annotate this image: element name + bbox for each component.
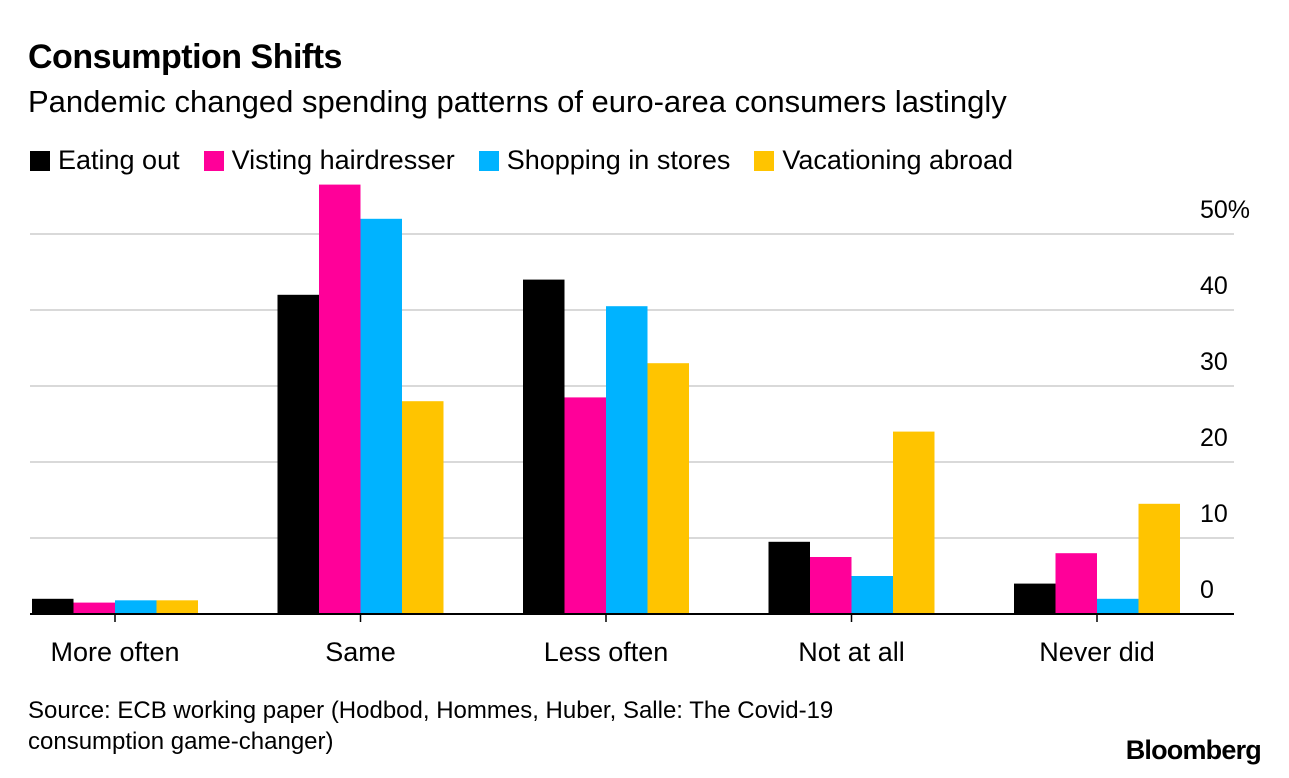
source-line-1: Source: ECB working paper (Hodbod, Homme…	[28, 697, 834, 724]
bar-visting-hairdresser-4	[1055, 553, 1097, 614]
legend-item-eating-out: Eating out	[30, 145, 180, 176]
bar-shopping-in-stores-1	[360, 218, 402, 615]
legend: Eating out Visting hairdresser Shopping …	[30, 145, 1037, 176]
bar-vacationing-abroad-1	[402, 401, 444, 614]
legend-label-visiting-hairdresser: Visting hairdresser	[231, 145, 455, 175]
legend-item-shopping-in-stores: Shopping in stores	[478, 145, 731, 176]
bar-vacationing-abroad-4	[1138, 503, 1180, 614]
bar-shopping-in-stores-0	[115, 600, 157, 614]
y-tick-label-0: 0	[1200, 576, 1214, 604]
source-note: Source: ECB working paper (Hodbod, Homme…	[28, 695, 948, 757]
legend-label-vacationing-abroad: Vacationing abroad	[782, 145, 1014, 175]
legend-label-shopping-in-stores: Shopping in stores	[506, 145, 731, 175]
x-tick-label-4: Never did	[1039, 637, 1155, 667]
bar-visting-hairdresser-0	[73, 602, 115, 614]
x-tick-label-1: Same	[325, 637, 396, 667]
y-tick-label-30: 30	[1200, 348, 1228, 376]
bar-shopping-in-stores-3	[851, 576, 893, 614]
bar-vacationing-abroad-3	[893, 431, 935, 614]
bar-eating-out-0	[32, 598, 74, 614]
x-tick-label-3: Not at all	[798, 637, 905, 667]
bloomberg-logo: Bloomberg	[1125, 735, 1262, 765]
bar-visting-hairdresser-1	[319, 184, 361, 614]
bar-eating-out-1	[277, 294, 319, 614]
bar-visting-hairdresser-2	[564, 397, 606, 614]
legend-swatch-vacationing-abroad	[754, 150, 775, 171]
legend-swatch-shopping-in-stores	[478, 150, 499, 171]
bar-shopping-in-stores-2	[606, 306, 648, 614]
source-line-2: consumption game-changer)	[28, 728, 334, 755]
y-tick-label-20: 20	[1200, 424, 1228, 452]
legend-item-vacationing-abroad: Vacationing abroad	[754, 145, 1013, 176]
chart-title: Consumption Shifts	[28, 38, 342, 76]
bar-visting-hairdresser-3	[810, 557, 852, 614]
bar-eating-out-4	[1014, 583, 1056, 614]
legend-item-visiting-hairdresser: Visting hairdresser	[203, 145, 455, 176]
bar-shopping-in-stores-4	[1097, 598, 1139, 614]
y-tick-label-50: 50%	[1200, 196, 1250, 224]
bar-vacationing-abroad-0	[156, 600, 198, 614]
y-tick-label-40: 40	[1200, 272, 1228, 300]
bar-vacationing-abroad-2	[647, 363, 689, 614]
chart-subtitle: Pandemic changed spending patterns of eu…	[28, 84, 1007, 119]
bar-eating-out-2	[523, 279, 565, 614]
x-tick-label-2: Less often	[544, 637, 669, 667]
legend-label-eating-out: Eating out	[58, 145, 180, 175]
y-tick-label-10: 10	[1200, 500, 1228, 528]
legend-swatch-eating-out	[30, 150, 50, 171]
bar-eating-out-3	[768, 541, 810, 614]
x-tick-label-0: More often	[50, 637, 179, 667]
legend-swatch-visiting-hairdresser	[203, 150, 224, 171]
